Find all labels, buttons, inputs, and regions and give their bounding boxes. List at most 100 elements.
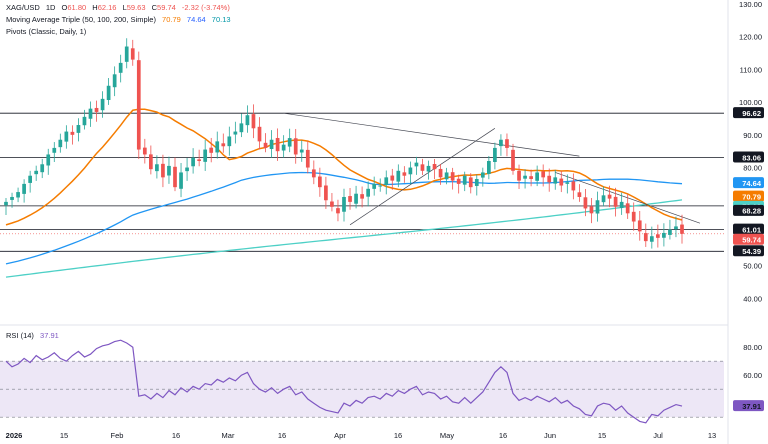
ma-label[interactable]: Moving Average Triple (50, 100, 200, Sim… (6, 15, 156, 24)
symbol-legend[interactable]: XAG/USD 1D O61.80 H62.16 L59.63 C59.74 -… (6, 3, 234, 12)
candle-26 (161, 163, 165, 178)
candle-86 (523, 175, 527, 179)
candle-89 (541, 171, 546, 178)
candle-32 (197, 159, 201, 161)
candle-38 (233, 131, 238, 135)
candle-51 (311, 169, 316, 178)
candle-5 (34, 170, 39, 175)
candle-103 (625, 203, 630, 214)
price-tag-0: 96.62 (742, 109, 761, 118)
high-label: H (92, 3, 98, 12)
ma100-value: 74.64 (186, 15, 206, 24)
time-tick-10: Jun (544, 431, 556, 440)
candle-79 (480, 172, 485, 178)
candle-97 (589, 206, 594, 214)
candle-4 (28, 175, 32, 183)
rsi-tick-1: 60.00 (743, 371, 762, 380)
time-axis[interactable]: 2026 15 Feb 16 Mar 16 Apr 16 May 16 Jun 15 Jul 13 (6, 431, 717, 440)
candle-80 (487, 161, 491, 174)
candle-46 (281, 144, 286, 151)
candle-68 (414, 162, 419, 167)
time-tick-6: Apr (334, 431, 346, 440)
rsi-label[interactable]: RSI (14) (6, 331, 34, 340)
pivots-label[interactable]: Pivots (Classic, Daily, 1) (6, 27, 87, 36)
candle-25 (155, 164, 159, 172)
price-tick-6: 100.00 (739, 98, 762, 107)
candle-37 (227, 136, 232, 147)
price-tags: 96.6283.0674.6470.7970.1368.2861.0159.74… (733, 107, 764, 257)
price-tag-3: 70.79 (742, 192, 761, 201)
candle-75 (456, 178, 461, 184)
pivots-legend[interactable]: Pivots (Classic, Daily, 1) (6, 27, 90, 36)
price-tick-8: 120.00 (739, 33, 762, 42)
candle-35 (215, 141, 220, 153)
candle-2 (16, 192, 20, 198)
candle-15 (94, 107, 99, 112)
candle-81 (493, 147, 497, 162)
candle-56 (342, 196, 346, 212)
candle-111 (674, 226, 678, 230)
candle-24 (149, 154, 153, 170)
ma-legend[interactable]: Moving Average Triple (50, 100, 200, Sim… (6, 15, 235, 24)
time-tick-7: 16 (394, 431, 402, 440)
candle-95 (577, 192, 582, 197)
candle-20 (124, 46, 129, 62)
candle-101 (613, 196, 618, 207)
price-tick-4: 80.00 (743, 164, 762, 173)
rsi-legend[interactable]: RSI (14) 37.91 (6, 331, 63, 340)
interval[interactable]: 1D (45, 3, 56, 12)
close-label: C (151, 3, 158, 12)
candle-0 (4, 201, 8, 206)
candle-69 (420, 164, 425, 171)
candle-40 (245, 115, 250, 126)
price-tag-8: 54.39 (742, 247, 761, 256)
candle-27 (167, 165, 171, 176)
time-tick-13: 13 (708, 431, 716, 440)
time-tick-8: May (440, 431, 454, 440)
price-tag-2: 74.64 (742, 179, 762, 188)
price-tag-bg-0 (733, 107, 764, 119)
candle-67 (408, 167, 413, 175)
price-tag-bg-3 (733, 190, 764, 202)
candle-61 (372, 183, 377, 189)
candle-17 (106, 85, 111, 101)
candle-105 (637, 220, 642, 232)
rsi-line (5, 339, 683, 424)
candle-66 (402, 172, 407, 176)
candle-41 (251, 114, 256, 129)
candle-9 (58, 139, 63, 148)
symbol-name[interactable]: XAG/USD (6, 3, 40, 12)
candle-13 (82, 116, 87, 126)
candle-19 (118, 62, 123, 73)
candle-84 (511, 149, 515, 171)
candle-53 (324, 185, 328, 201)
candle-58 (354, 193, 358, 204)
ma100-line (5, 171, 683, 265)
price-tick-1: 50.00 (743, 262, 762, 271)
candle-83 (505, 139, 509, 148)
candle-49 (299, 149, 304, 153)
price-pane[interactable] (0, 38, 724, 278)
candle-11 (70, 131, 75, 135)
candle-45 (275, 137, 280, 152)
high-value: 62.16 (97, 3, 117, 12)
candle-34 (209, 147, 214, 153)
candle-92 (559, 178, 564, 186)
candle-104 (631, 211, 636, 222)
time-tick-11: 15 (598, 431, 606, 440)
candle-55 (336, 208, 340, 214)
price-tick-0: 40.00 (743, 294, 762, 303)
candle-39 (239, 123, 244, 133)
candle-65 (396, 170, 401, 182)
price-tick-5: 90.00 (743, 131, 762, 140)
low-label: L (122, 3, 127, 12)
rsi-pane[interactable] (0, 339, 724, 424)
candle-62 (378, 185, 383, 187)
candle-63 (384, 177, 389, 185)
candle-107 (649, 236, 654, 242)
candle-50 (305, 149, 310, 168)
rsi-tick-2: 80.00 (743, 343, 762, 352)
time-tick-4: Mar (222, 431, 235, 440)
